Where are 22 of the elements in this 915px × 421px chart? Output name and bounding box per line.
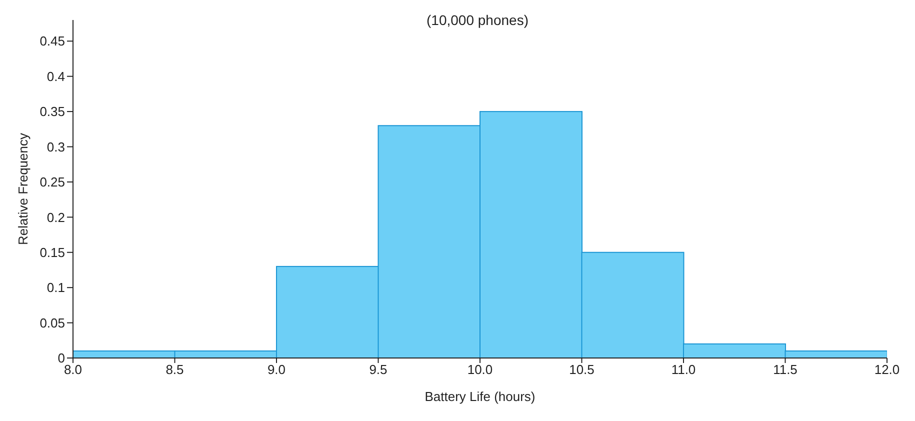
y-tick-label: 0.15 (40, 244, 65, 260)
y-tick-label: 0.4 (46, 68, 65, 84)
chart-title: (10,000 phones) (426, 12, 530, 28)
y-tick-label: 0.05 (40, 315, 65, 330)
y-axis-title: Relative Frequency (16, 132, 31, 245)
x-tick-label: 11.5 (773, 362, 798, 378)
x-tick-label: 10.5 (569, 362, 594, 378)
x-tick-label: 11.0 (671, 362, 696, 378)
x-tick-label: 8.0 (64, 362, 82, 378)
y-tick-label: 0 (58, 350, 65, 366)
y-tick-label: 0.2 (46, 210, 65, 225)
x-tick-label: 10.0 (467, 362, 493, 378)
y-tick-label: 0.35 (40, 104, 65, 120)
x-axis-title: Battery Life (hours) (424, 389, 536, 404)
y-tick-label: 0.1 (46, 280, 65, 296)
x-tick-label: 9.5 (369, 362, 388, 378)
y-tick-label: 0.45 (40, 34, 65, 49)
y-tick-label: 0.3 (46, 139, 65, 154)
x-tick-label: 8.5 (166, 362, 184, 378)
x-tick-label: 12.0 (874, 362, 900, 378)
x-tick-label: 9.0 (267, 362, 286, 378)
y-tick-label: 0.25 (40, 174, 65, 190)
